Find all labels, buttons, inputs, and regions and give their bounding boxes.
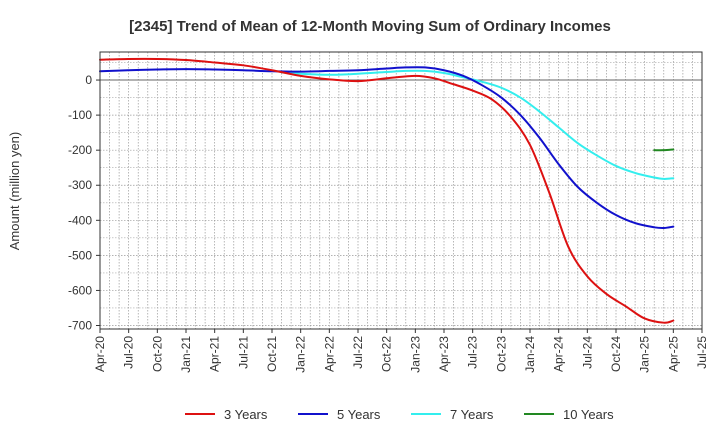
x-tick-label: Oct-20 [150, 336, 164, 372]
y-tick-label: -600 [68, 283, 92, 297]
y-tick-labels: 0 -100 -200 -300 -400 -500 -600 -700 [68, 73, 100, 332]
legend-label-10-years: 10 Years [563, 407, 614, 422]
y-tick-label: -100 [68, 108, 92, 122]
y-tick-label: -500 [68, 248, 92, 262]
legend-label-5-years: 5 Years [337, 407, 381, 422]
x-tick-label: Jan-21 [179, 336, 193, 373]
x-tick-label: Jul-21 [236, 336, 250, 369]
y-tick-label: -400 [68, 213, 92, 227]
x-tick-label: Jul-22 [351, 336, 365, 369]
legend-label-7-years: 7 Years [450, 407, 494, 422]
x-tick-label: Jan-23 [408, 336, 422, 373]
y-tick-label: 0 [85, 73, 92, 87]
series-line-3-years [99, 57, 675, 324]
x-tick-label: Jul-23 [466, 336, 480, 369]
series-lines [99, 57, 675, 324]
x-tick-label: Apr-21 [208, 336, 222, 372]
plot-area [100, 52, 702, 329]
x-tick-labels: Apr-20 Jul-20 Oct-20 Jan-21 Apr-21 Jul-21 Oct-… [93, 329, 709, 373]
legend: 3 Years 5 Years 7 Years 10 Years [185, 407, 614, 422]
x-tick-label: Apr-20 [93, 336, 107, 372]
series-line-7-years [280, 69, 675, 180]
x-tick-label: Oct-24 [609, 336, 623, 372]
grid-lines [100, 52, 702, 329]
chart-title: [2345] Trend of Mean of 12-Month Moving … [129, 18, 611, 35]
y-axis-label: Amount (million yen) [7, 132, 22, 251]
y-tick-label: -300 [68, 178, 92, 192]
series-line-5-years [99, 66, 675, 230]
x-tick-label: Oct-21 [265, 336, 279, 372]
legend-label-3-years: 3 Years [224, 407, 268, 422]
x-tick-label: Jul-20 [122, 336, 136, 369]
series-line-10-years [653, 148, 675, 152]
x-tick-label: Jan-22 [294, 336, 308, 373]
x-tick-label: Jan-24 [523, 336, 537, 373]
x-tick-label: Apr-25 [666, 336, 680, 372]
x-tick-label: Oct-23 [494, 336, 508, 372]
x-tick-label: Apr-23 [437, 336, 451, 372]
x-tick-label: Jan-25 [638, 336, 652, 373]
x-tick-label: Apr-24 [552, 336, 566, 372]
x-tick-label: Oct-22 [380, 336, 394, 372]
x-tick-label: Jul-25 [695, 336, 709, 369]
y-tick-label: -700 [68, 318, 92, 332]
x-tick-label: Jul-24 [580, 336, 594, 369]
x-tick-label: Apr-22 [322, 336, 336, 372]
y-tick-label: -200 [68, 143, 92, 157]
plot-frame [99, 51, 703, 330]
